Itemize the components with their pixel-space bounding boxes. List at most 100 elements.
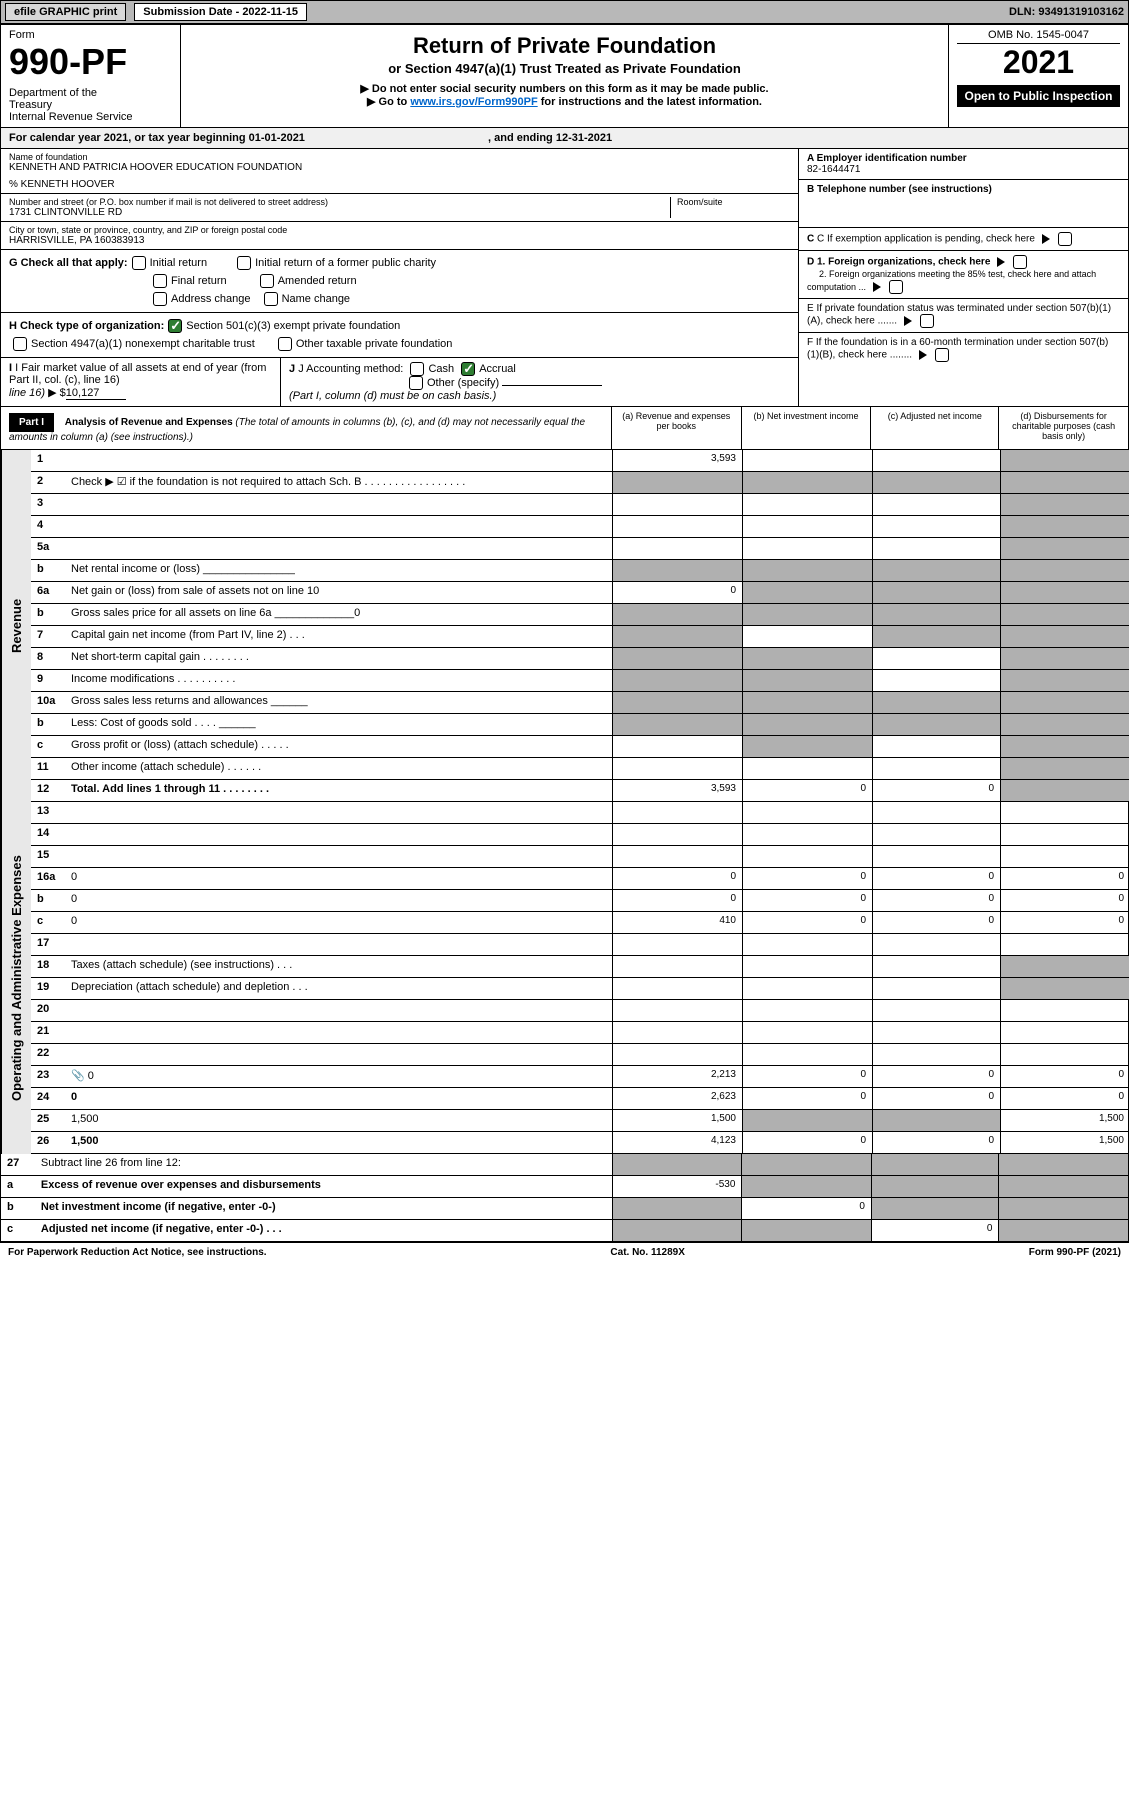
line-description: 1,500	[67, 1132, 612, 1153]
cell-c: 0	[872, 780, 1000, 801]
name-change-checkbox[interactable]	[264, 292, 278, 306]
initial-return-checkbox[interactable]	[132, 256, 146, 270]
line-description: Other income (attach schedule) . . . . .…	[67, 758, 612, 779]
line-description	[67, 538, 612, 559]
cell-c: 0	[872, 1088, 1000, 1109]
line-number: 15	[31, 846, 67, 867]
efile-print-button[interactable]: efile GRAPHIC print	[5, 3, 126, 21]
amended-checkbox[interactable]	[260, 274, 274, 288]
cell-b	[742, 758, 872, 779]
line-number: 17	[31, 934, 67, 955]
table-row: aExcess of revenue over expenses and dis…	[1, 1176, 1128, 1198]
h-check-row: H Check type of organization: Section 50…	[1, 313, 798, 358]
table-row: cAdjusted net income (if negative, enter…	[1, 1220, 1128, 1242]
pending-cell: C C If exemption application is pending,…	[799, 228, 1128, 251]
initial-former-checkbox[interactable]	[237, 256, 251, 270]
cell-a	[612, 1154, 742, 1175]
cell-d	[1000, 934, 1129, 955]
line-description: Gross sales price for all assets on line…	[67, 604, 612, 625]
line-description: Adjusted net income (if negative, enter …	[37, 1220, 612, 1241]
address-change-checkbox[interactable]	[153, 292, 167, 306]
line-number: 16a	[31, 868, 67, 889]
cash-checkbox[interactable]	[410, 362, 424, 376]
irs-link[interactable]: www.irs.gov/Form990PF	[410, 96, 537, 108]
info-left: Name of foundation KENNETH AND PATRICIA …	[1, 149, 798, 406]
table-row: 8Net short-term capital gain . . . . . .…	[31, 648, 1129, 670]
cell-a	[612, 736, 742, 757]
cell-b	[741, 1154, 871, 1175]
line-description: 0	[67, 912, 612, 933]
accrual-checkbox[interactable]	[461, 362, 475, 376]
cell-a	[612, 494, 742, 515]
line-number: b	[31, 560, 67, 581]
cell-d	[1000, 582, 1129, 603]
cell-b	[742, 1110, 872, 1131]
60month-checkbox[interactable]	[935, 348, 949, 362]
cell-d	[1000, 758, 1129, 779]
4947-checkbox[interactable]	[13, 337, 27, 351]
other-taxable-checkbox[interactable]	[278, 337, 292, 351]
street-cell: Number and street (or P.O. box number if…	[1, 194, 798, 222]
line-number: 11	[31, 758, 67, 779]
cell-d	[1000, 780, 1129, 801]
city-cell: City or town, state or province, country…	[1, 222, 798, 250]
cell-b	[742, 956, 872, 977]
cell-b: 0	[742, 780, 872, 801]
cell-b	[742, 560, 872, 581]
col-b-header: (b) Net investment income	[741, 407, 871, 449]
line-number: b	[31, 714, 67, 735]
line-number: 23	[31, 1066, 67, 1087]
final-return-checkbox[interactable]	[153, 274, 167, 288]
foundation-info: Name of foundation KENNETH AND PATRICIA …	[1, 149, 1128, 407]
attachment-icon[interactable]: 📎	[71, 1070, 85, 1082]
line-number: 9	[31, 670, 67, 691]
cell-d	[1000, 1022, 1129, 1043]
foreign-85-checkbox[interactable]	[889, 280, 903, 294]
form-number: 990-PF	[9, 41, 172, 83]
calendar-year-row: For calendar year 2021, or tax year begi…	[1, 128, 1128, 149]
cell-c	[872, 1044, 1000, 1065]
cell-d	[1000, 802, 1129, 823]
d-cell: D 1. Foreign organizations, check here 2…	[799, 251, 1128, 299]
line-description: Capital gain net income (from Part IV, l…	[67, 626, 612, 647]
cell-d	[1000, 604, 1129, 625]
footer-left: For Paperwork Reduction Act Notice, see …	[8, 1247, 267, 1258]
cell-d	[1000, 670, 1129, 691]
line-description: 1,500	[67, 1110, 612, 1131]
cell-d	[1000, 692, 1129, 713]
cell-a: 0	[612, 890, 742, 911]
line-number: a	[1, 1176, 37, 1197]
cell-c	[872, 846, 1000, 867]
terminated-checkbox[interactable]	[920, 314, 934, 328]
pending-checkbox[interactable]	[1058, 232, 1072, 246]
info-right: A Employer identification number 82-1644…	[798, 149, 1128, 406]
table-row: 14	[31, 824, 1129, 846]
ein-cell: A Employer identification number 82-1644…	[799, 149, 1128, 180]
cell-c	[872, 1000, 1000, 1021]
cell-a	[612, 626, 742, 647]
expenses-side-label: Operating and Administrative Expenses	[1, 802, 31, 1154]
table-row: 23📎 02,213000	[31, 1066, 1129, 1088]
cell-b: 0	[742, 1132, 872, 1153]
cell-a	[612, 1198, 742, 1219]
line-description: 0	[67, 1088, 612, 1109]
line-number: 3	[31, 494, 67, 515]
cell-a	[612, 516, 742, 537]
table-row: 2402,623000	[31, 1088, 1129, 1110]
line-number: 7	[31, 626, 67, 647]
cell-a	[612, 604, 742, 625]
cell-d	[998, 1154, 1128, 1175]
cell-a	[612, 1022, 742, 1043]
501c3-checkbox[interactable]	[168, 319, 182, 333]
cell-c	[872, 560, 1000, 581]
col-c-header: (c) Adjusted net income	[870, 407, 998, 449]
cell-c	[872, 516, 1000, 537]
cell-b	[742, 692, 872, 713]
line-number: 8	[31, 648, 67, 669]
table-row: 11Other income (attach schedule) . . . .…	[31, 758, 1129, 780]
foreign-checkbox[interactable]	[1013, 255, 1027, 269]
line-description	[67, 450, 612, 471]
cell-a	[612, 846, 742, 867]
line-number: 27	[1, 1154, 37, 1175]
other-method-checkbox[interactable]	[409, 376, 423, 390]
